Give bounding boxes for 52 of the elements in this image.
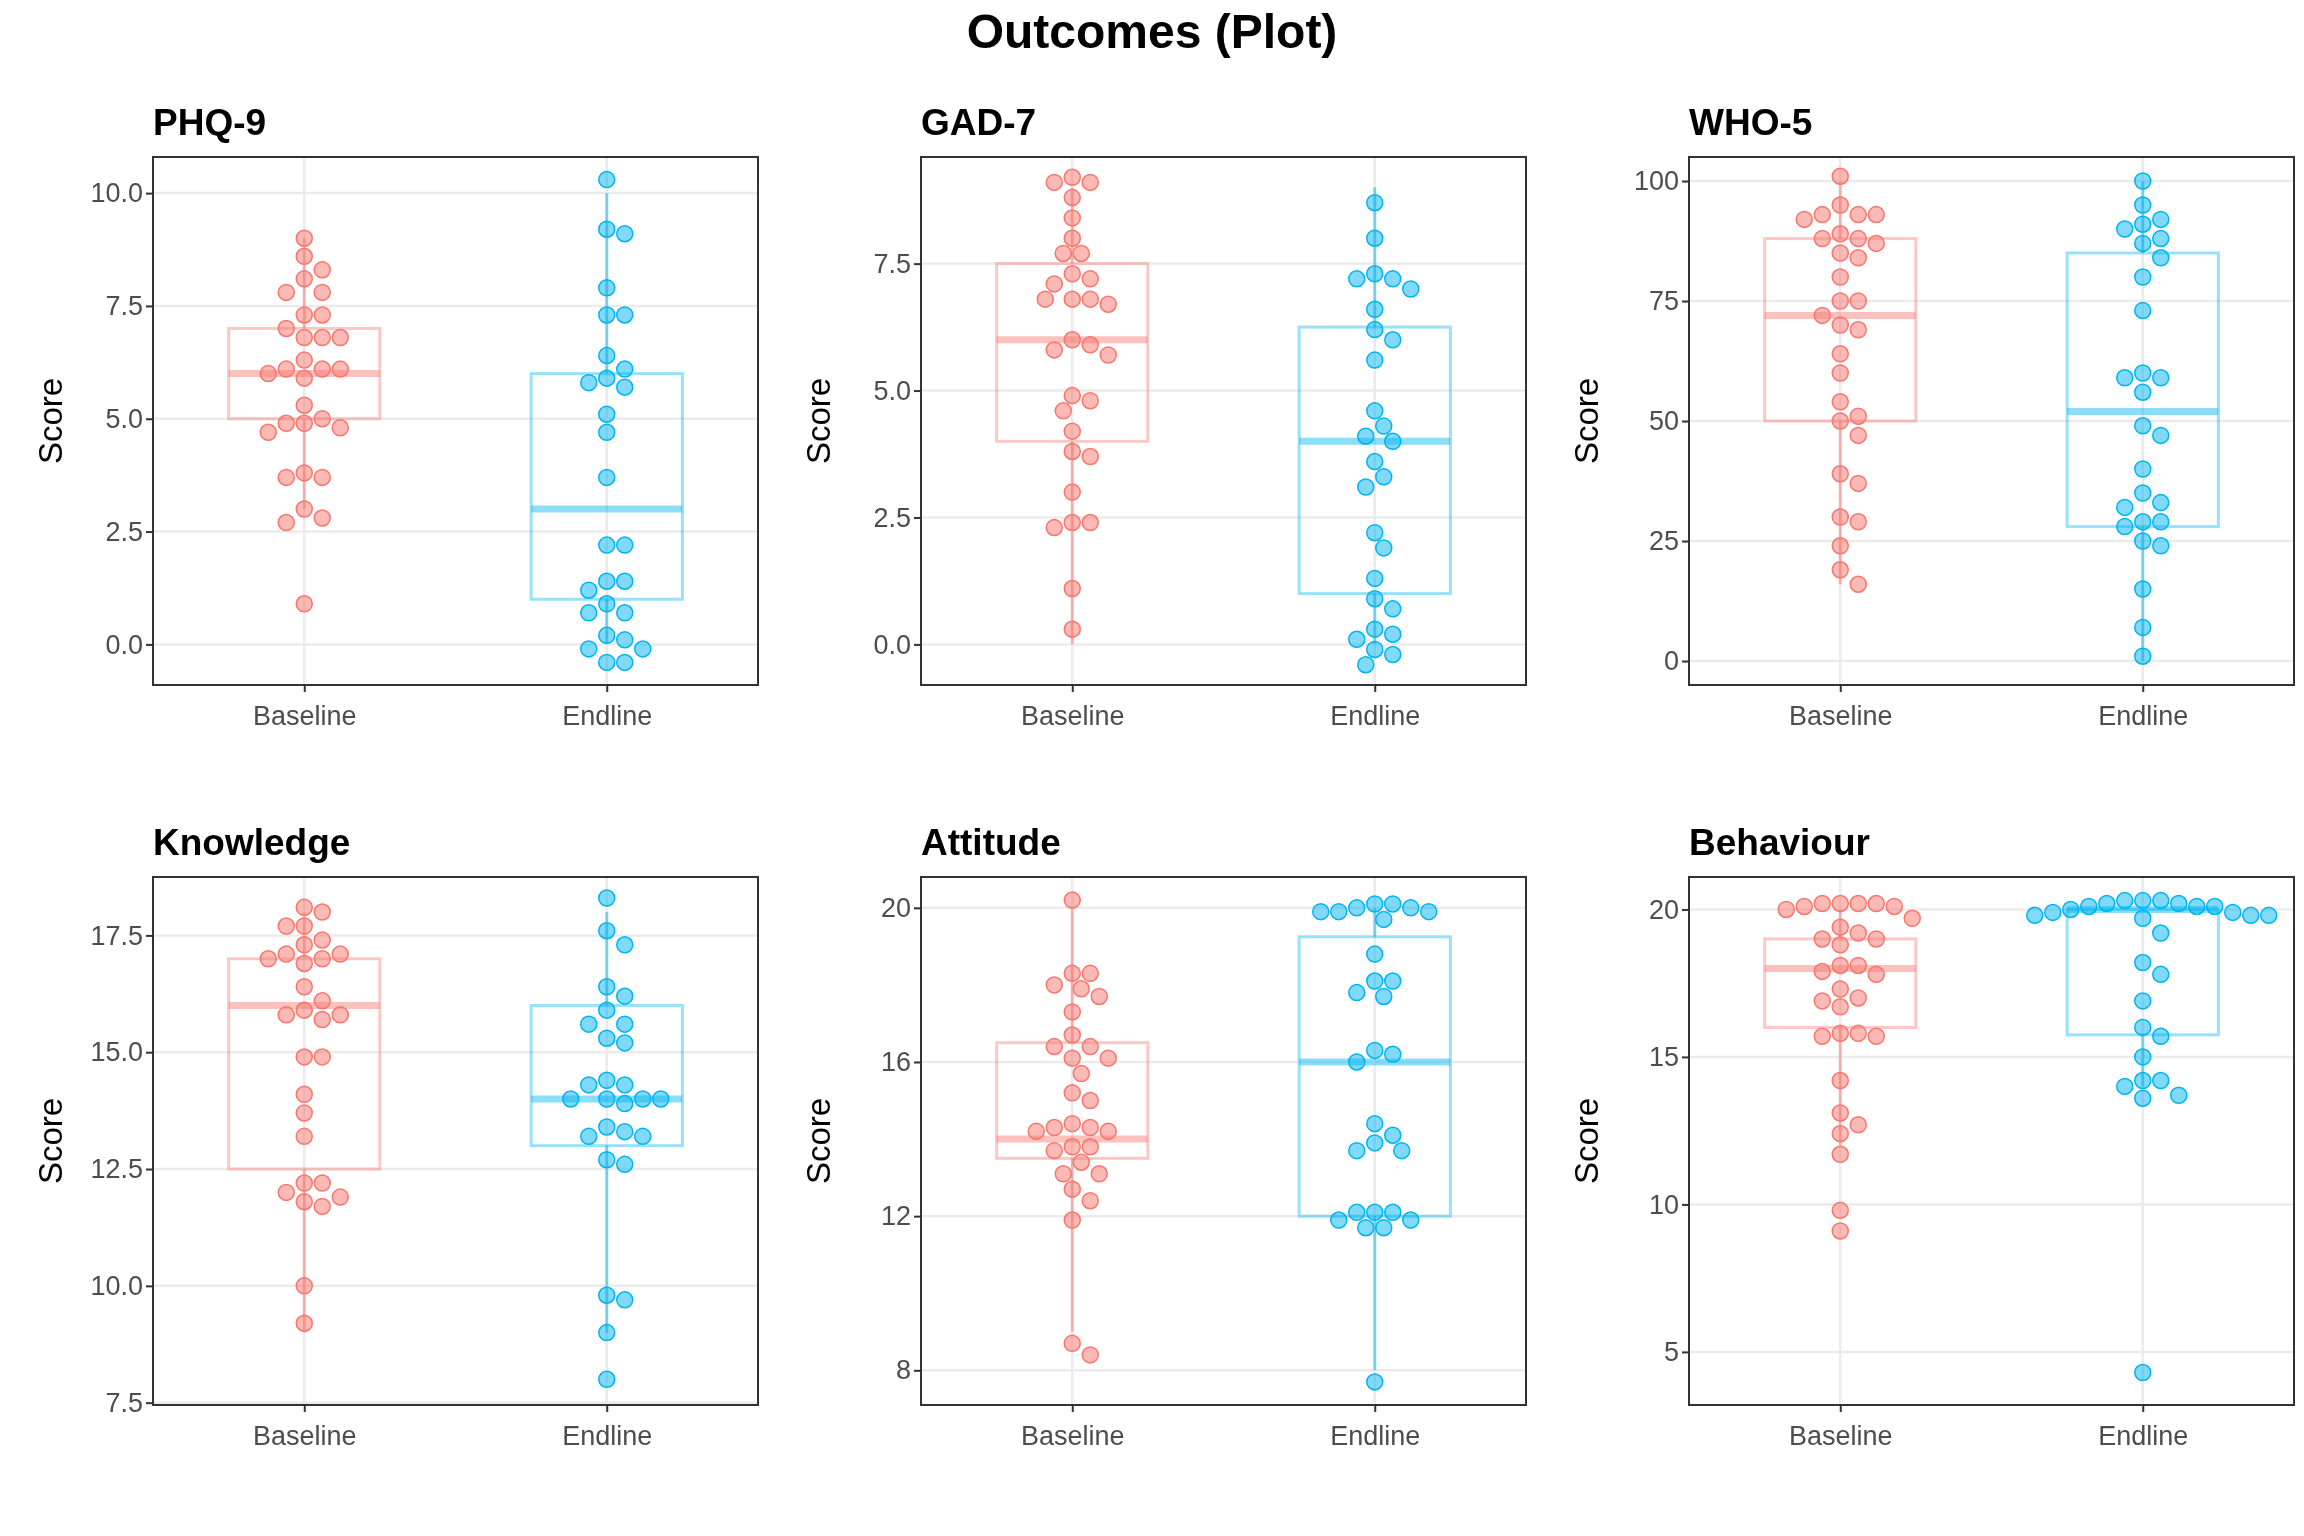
y-tick-label: 10.0 bbox=[90, 1270, 143, 1301]
y-tick-label: 7.5 bbox=[105, 291, 143, 322]
x-tick-label: Baseline bbox=[1788, 700, 1893, 731]
y-tick-label: 10 bbox=[1648, 1189, 1679, 1220]
chart-title: Behaviour bbox=[1689, 822, 1870, 863]
y-tick-label: 12.5 bbox=[90, 1154, 143, 1185]
x-tick-label: Endline bbox=[2098, 1420, 2189, 1451]
y-tick-label: 20 bbox=[1648, 894, 1679, 925]
x-tick-label: Baseline bbox=[1020, 1420, 1125, 1451]
y-axis-title: Score bbox=[1568, 1097, 1605, 1185]
y-tick-label: 2.5 bbox=[105, 516, 143, 547]
y-tick-label: 20 bbox=[880, 892, 911, 923]
y-tick-label: 5.0 bbox=[873, 375, 911, 406]
y-tick-label: 2.5 bbox=[873, 502, 911, 533]
x-tick-label: Baseline bbox=[1020, 700, 1125, 731]
y-axis-title: Score bbox=[1568, 377, 1605, 465]
y-tick-label: 15 bbox=[1648, 1042, 1679, 1073]
x-tick-label: Baseline bbox=[1788, 1420, 1893, 1451]
y-axis-title: Score bbox=[800, 1097, 837, 1185]
x-tick-label: Endline bbox=[1330, 700, 1421, 731]
y-tick-label: 7.5 bbox=[873, 248, 911, 279]
y-axis-title: Score bbox=[32, 377, 69, 465]
chart-title: Attitude bbox=[921, 822, 1061, 863]
y-tick-label: 75 bbox=[1648, 286, 1679, 317]
y-tick-label: 8 bbox=[895, 1355, 911, 1386]
y-tick-label: 0.0 bbox=[873, 629, 911, 660]
chart-title: Knowledge bbox=[153, 822, 351, 863]
y-axis-title: Score bbox=[800, 377, 837, 465]
y-tick-label: 10.0 bbox=[90, 178, 143, 209]
x-tick-label: Baseline bbox=[252, 700, 357, 731]
y-tick-label: 25 bbox=[1648, 526, 1679, 557]
chart-title: GAD-7 bbox=[921, 102, 1037, 143]
y-tick-label: 100 bbox=[1633, 166, 1679, 197]
y-tick-label: 0.0 bbox=[105, 629, 143, 660]
x-tick-label: Endline bbox=[562, 1420, 653, 1451]
x-tick-label: Endline bbox=[2098, 700, 2189, 731]
y-axis-title: Score bbox=[32, 1097, 69, 1185]
y-tick-label: 7.5 bbox=[105, 1387, 143, 1418]
chart-title: PHQ-9 bbox=[153, 102, 267, 143]
y-tick-label: 5 bbox=[1663, 1337, 1679, 1368]
x-tick-label: Endline bbox=[562, 700, 653, 731]
y-tick-label: 17.5 bbox=[90, 920, 143, 951]
y-tick-label: 5.0 bbox=[105, 403, 143, 434]
y-tick-label: 15.0 bbox=[90, 1037, 143, 1068]
y-tick-label: 16 bbox=[880, 1047, 911, 1078]
y-tick-label: 0 bbox=[1663, 646, 1679, 677]
chart-title: WHO-5 bbox=[1689, 102, 1813, 143]
y-tick-label: 50 bbox=[1648, 406, 1679, 437]
y-tick-label: 12 bbox=[880, 1201, 911, 1232]
text: Outcomes (Plot) bbox=[966, 5, 1338, 58]
x-tick-label: Baseline bbox=[252, 1420, 357, 1451]
x-tick-label: Endline bbox=[1330, 1420, 1421, 1451]
